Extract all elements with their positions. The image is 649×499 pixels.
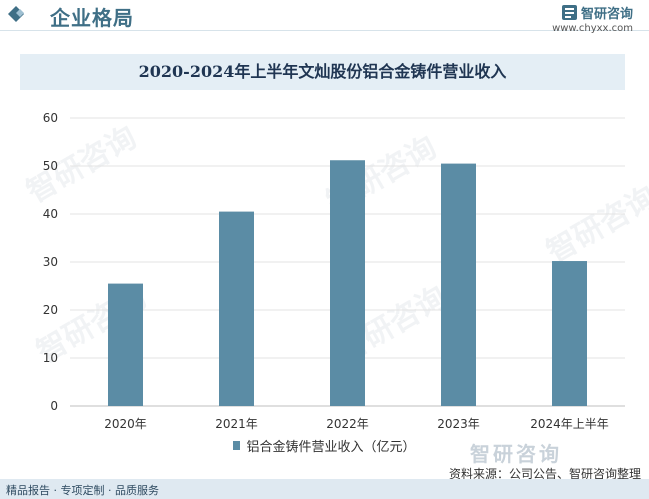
bar — [552, 261, 587, 406]
legend: 铝合金铸件营业收入（亿元） — [0, 436, 649, 455]
brand-url: www.chyxx.com — [552, 23, 633, 34]
bar — [441, 163, 476, 406]
x-tick-label: 2020年 — [104, 417, 147, 431]
x-tick-label: 2021年 — [215, 417, 258, 431]
y-tick-label: 20 — [43, 303, 58, 317]
bar — [108, 283, 143, 406]
y-tick-label: 30 — [43, 255, 58, 269]
header: 企业格局 智研咨询 www.chyxx.com — [0, 0, 649, 34]
y-tick-label: 60 — [43, 111, 58, 125]
footer-bar — [0, 479, 649, 499]
brand-name: 智研咨询 — [580, 7, 633, 22]
footer-slogan: 精品报告 · 专项定制 · 品质服务 — [6, 484, 159, 497]
x-tick-label: 2022年 — [326, 417, 369, 431]
brand-logo-icon — [561, 5, 577, 20]
y-tick-label: 50 — [43, 159, 58, 173]
legend-label: 铝合金铸件营业收入（亿元） — [246, 440, 416, 455]
y-tick-label: 10 — [43, 351, 58, 365]
bar — [219, 211, 254, 406]
x-tick-label: 2023年 — [437, 417, 480, 431]
footer-brand-watermark: 智研咨询 — [470, 442, 562, 466]
chart-title: 2020-2024年上半年文灿股份铝合金铸件营业收入 — [138, 62, 507, 81]
chart-title-band: 2020-2024年上半年文灿股份铝合金铸件营业收入 — [20, 54, 625, 90]
header-divider — [0, 30, 649, 31]
x-tick-label: 2024年上半年 — [530, 417, 609, 431]
bar — [330, 160, 365, 406]
legend-swatch — [233, 441, 241, 450]
diamond-icon — [8, 6, 24, 22]
y-tick-label: 0 — [50, 399, 58, 413]
source-note: 资料来源：公司公告、智研咨询整理 — [448, 467, 641, 481]
brand: 智研咨询 www.chyxx.com — [552, 3, 633, 34]
y-tick-label: 40 — [43, 207, 58, 221]
page-title: 企业格局 — [50, 6, 134, 30]
